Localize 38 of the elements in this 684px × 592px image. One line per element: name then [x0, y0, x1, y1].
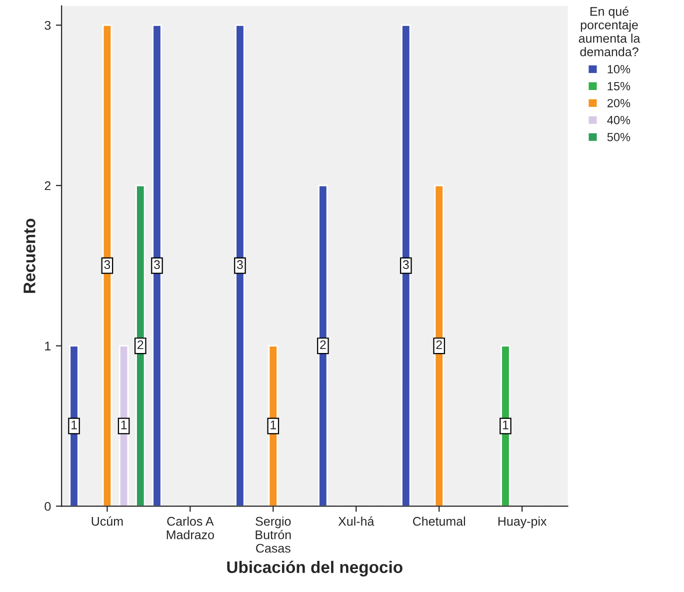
data-label: 1 [121, 420, 127, 430]
bar [102, 24, 112, 506]
bar [152, 24, 162, 506]
y-tick-label: 1 [45, 342, 51, 350]
legend-label: 10% [608, 65, 630, 74]
x-tick-label: Xul-há [338, 516, 374, 526]
bar [136, 184, 146, 506]
data-label: 1 [71, 420, 77, 430]
data-label: 3 [402, 260, 409, 270]
data-label: 1 [270, 420, 276, 430]
bar [434, 184, 444, 506]
x-tick-label: Sergio Butrón Casas [256, 516, 291, 553]
data-label: 3 [236, 260, 243, 270]
data-label: 3 [104, 260, 110, 270]
x-tick-label: Huay-pix [498, 516, 547, 528]
legend-label: 50% [607, 132, 630, 142]
y-axis-title: Recuento [24, 218, 36, 293]
x-tick-label: Carlos A Madrazo [166, 516, 214, 540]
bar [318, 184, 328, 506]
x-tick-label: Ucúm [92, 516, 123, 526]
x-tick-label: Chetumal [412, 516, 466, 526]
bar [69, 345, 79, 506]
data-label: 1 [502, 420, 508, 430]
bar [401, 24, 411, 506]
data-label: 2 [436, 340, 442, 350]
y-tick-label: 0 [44, 502, 51, 511]
y-tick-label: 3 [44, 20, 51, 30]
data-label: 2 [138, 340, 144, 350]
bar [235, 24, 245, 506]
legend-label: 40% [607, 116, 630, 124]
legend-title: En qué porcentaje aumenta la demanda? [578, 6, 640, 56]
legend-label: 15% [608, 82, 630, 90]
y-tick-label: 2 [44, 181, 51, 190]
data-label: 2 [320, 340, 326, 350]
data-label: 3 [154, 260, 160, 270]
x-axis-title: Ubicación del negocio [227, 560, 402, 576]
legend-label: 20% [607, 98, 630, 108]
bar [500, 345, 510, 506]
